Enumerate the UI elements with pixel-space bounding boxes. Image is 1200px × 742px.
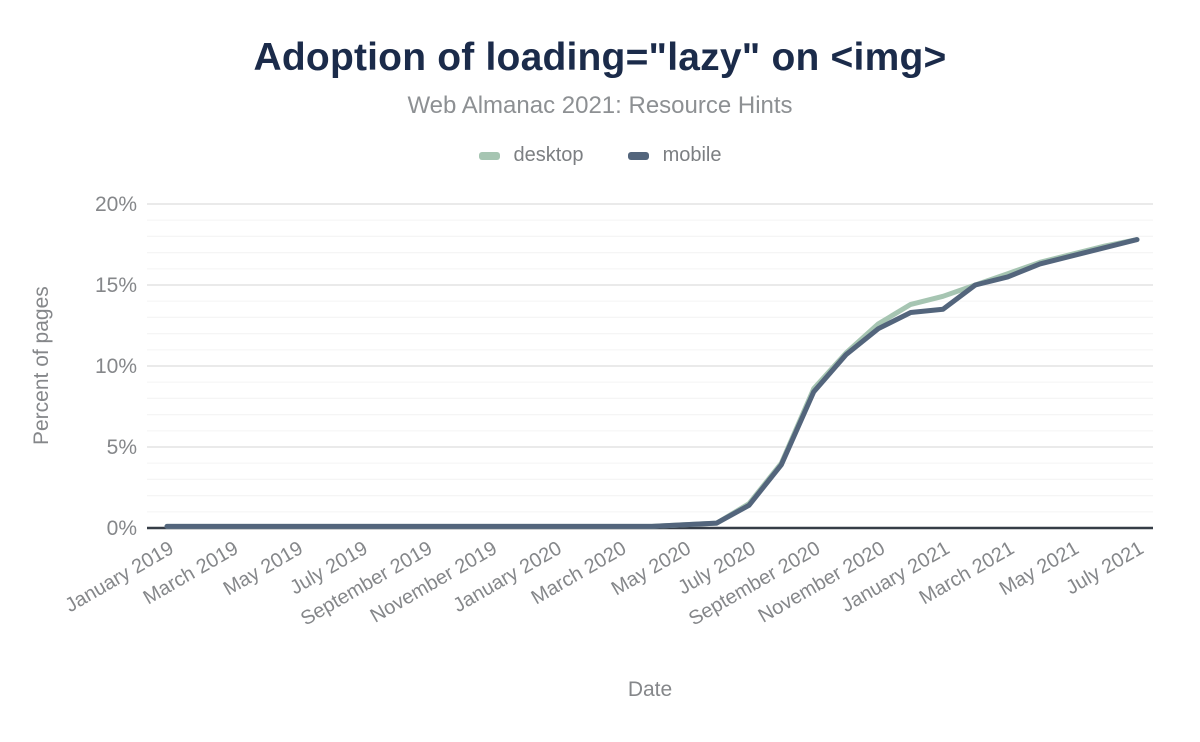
x-tick-label: January 2020 bbox=[450, 537, 566, 617]
y-tick-label: 20% bbox=[95, 193, 137, 216]
chart-title: Adoption of loading="lazy" on <img> bbox=[253, 36, 947, 79]
desktop-series-swatch-icon bbox=[478, 151, 500, 160]
chart-legend: desktop mobile bbox=[0, 144, 1200, 167]
y-tick-label: 15% bbox=[95, 274, 137, 297]
chart-subtitle: Web Almanac 2021: Resource Hints bbox=[407, 92, 793, 119]
mobile-series-swatch-icon bbox=[627, 151, 649, 160]
x-tick-label: January 2021 bbox=[838, 537, 954, 617]
y-tick-label: 0% bbox=[107, 517, 137, 540]
y-tick-label: 5% bbox=[107, 436, 137, 459]
legend-item-desktop[interactable]: desktop bbox=[478, 144, 584, 167]
legend-item-mobile[interactable]: mobile bbox=[627, 144, 722, 167]
y-tick-label: 10% bbox=[95, 355, 137, 378]
x-tick-label: January 2019 bbox=[62, 537, 178, 617]
x-axis-title: Date bbox=[627, 678, 673, 701]
legend-label-mobile: mobile bbox=[662, 144, 722, 166]
series-line-mobile bbox=[164, 237, 1140, 529]
legend-label-desktop: desktop bbox=[513, 144, 584, 166]
